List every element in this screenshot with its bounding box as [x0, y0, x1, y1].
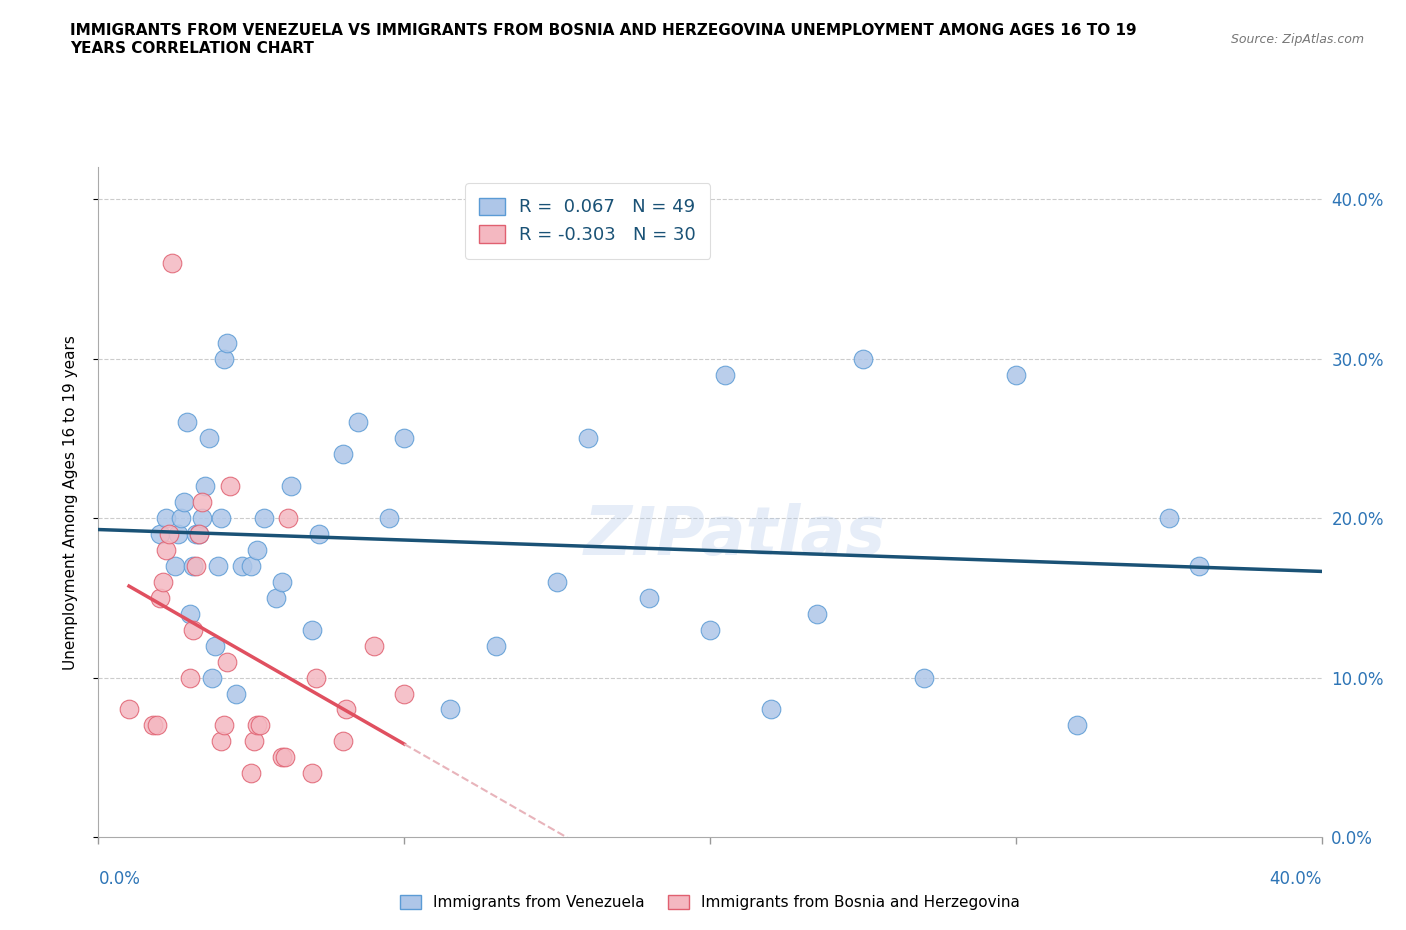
- Point: [181, 622, 204, 637]
- Point: [200, 671, 222, 685]
- Point: [160, 256, 183, 271]
- Point: [252, 511, 274, 525]
- Point: [212, 718, 235, 733]
- Point: [240, 765, 263, 780]
- Text: 40.0%: 40.0%: [1270, 870, 1322, 887]
- Point: [142, 718, 165, 733]
- Point: [304, 671, 326, 685]
- Point: [1066, 718, 1088, 733]
- Point: [485, 638, 508, 653]
- Text: Source: ZipAtlas.com: Source: ZipAtlas.com: [1230, 33, 1364, 46]
- Point: [186, 559, 208, 574]
- Point: [173, 495, 195, 510]
- Point: [118, 702, 141, 717]
- Point: [378, 511, 401, 525]
- Point: [270, 750, 292, 764]
- Point: [207, 559, 229, 574]
- Point: [714, 367, 737, 382]
- Point: [1157, 511, 1180, 525]
- Point: [699, 622, 721, 637]
- Point: [759, 702, 782, 717]
- Point: [363, 638, 385, 653]
- Point: [332, 447, 354, 462]
- Point: [204, 638, 226, 653]
- Point: [335, 702, 357, 717]
- Point: [637, 591, 661, 605]
- Point: [191, 495, 214, 510]
- Point: [546, 575, 568, 590]
- Point: [301, 622, 323, 637]
- Point: [155, 511, 177, 525]
- Point: [392, 431, 416, 445]
- Point: [308, 526, 330, 541]
- Point: [188, 526, 211, 541]
- Legend: Immigrants from Venezuela, Immigrants from Bosnia and Herzegovina: Immigrants from Venezuela, Immigrants fr…: [394, 889, 1026, 916]
- Point: [1188, 559, 1211, 574]
- Point: [392, 686, 416, 701]
- Point: [249, 718, 271, 733]
- Point: [264, 591, 287, 605]
- Point: [186, 526, 208, 541]
- Point: [163, 559, 186, 574]
- Point: [225, 686, 247, 701]
- Point: [155, 542, 177, 557]
- Point: [188, 526, 211, 541]
- Point: [181, 559, 204, 574]
- Point: [332, 734, 354, 749]
- Point: [212, 352, 235, 366]
- Point: [439, 702, 461, 717]
- Point: [246, 718, 269, 733]
- Y-axis label: Unemployment Among Ages 16 to 19 years: Unemployment Among Ages 16 to 19 years: [63, 335, 77, 670]
- Point: [277, 511, 299, 525]
- Text: ZIPatlas: ZIPatlas: [583, 503, 886, 568]
- Text: IMMIGRANTS FROM VENEZUELA VS IMMIGRANTS FROM BOSNIA AND HERZEGOVINA UNEMPLOYMENT: IMMIGRANTS FROM VENEZUELA VS IMMIGRANTS …: [70, 23, 1137, 56]
- Point: [179, 671, 201, 685]
- Point: [145, 718, 167, 733]
- Point: [301, 765, 323, 780]
- Point: [270, 575, 292, 590]
- Text: 0.0%: 0.0%: [98, 870, 141, 887]
- Point: [806, 606, 828, 621]
- Point: [152, 575, 174, 590]
- Point: [191, 511, 214, 525]
- Point: [347, 415, 370, 430]
- Point: [197, 431, 219, 445]
- Point: [179, 606, 201, 621]
- Point: [176, 415, 198, 430]
- Point: [170, 511, 193, 525]
- Point: [215, 654, 238, 669]
- Point: [157, 526, 180, 541]
- Point: [149, 591, 172, 605]
- Point: [215, 336, 238, 351]
- Point: [852, 352, 875, 366]
- Point: [576, 431, 599, 445]
- Point: [149, 526, 172, 541]
- Point: [246, 542, 269, 557]
- Point: [240, 559, 263, 574]
- Point: [912, 671, 935, 685]
- Point: [1004, 367, 1026, 382]
- Point: [209, 511, 232, 525]
- Point: [274, 750, 297, 764]
- Point: [231, 559, 253, 574]
- Point: [280, 479, 302, 494]
- Point: [219, 479, 242, 494]
- Point: [194, 479, 217, 494]
- Point: [209, 734, 232, 749]
- Point: [167, 526, 190, 541]
- Point: [243, 734, 266, 749]
